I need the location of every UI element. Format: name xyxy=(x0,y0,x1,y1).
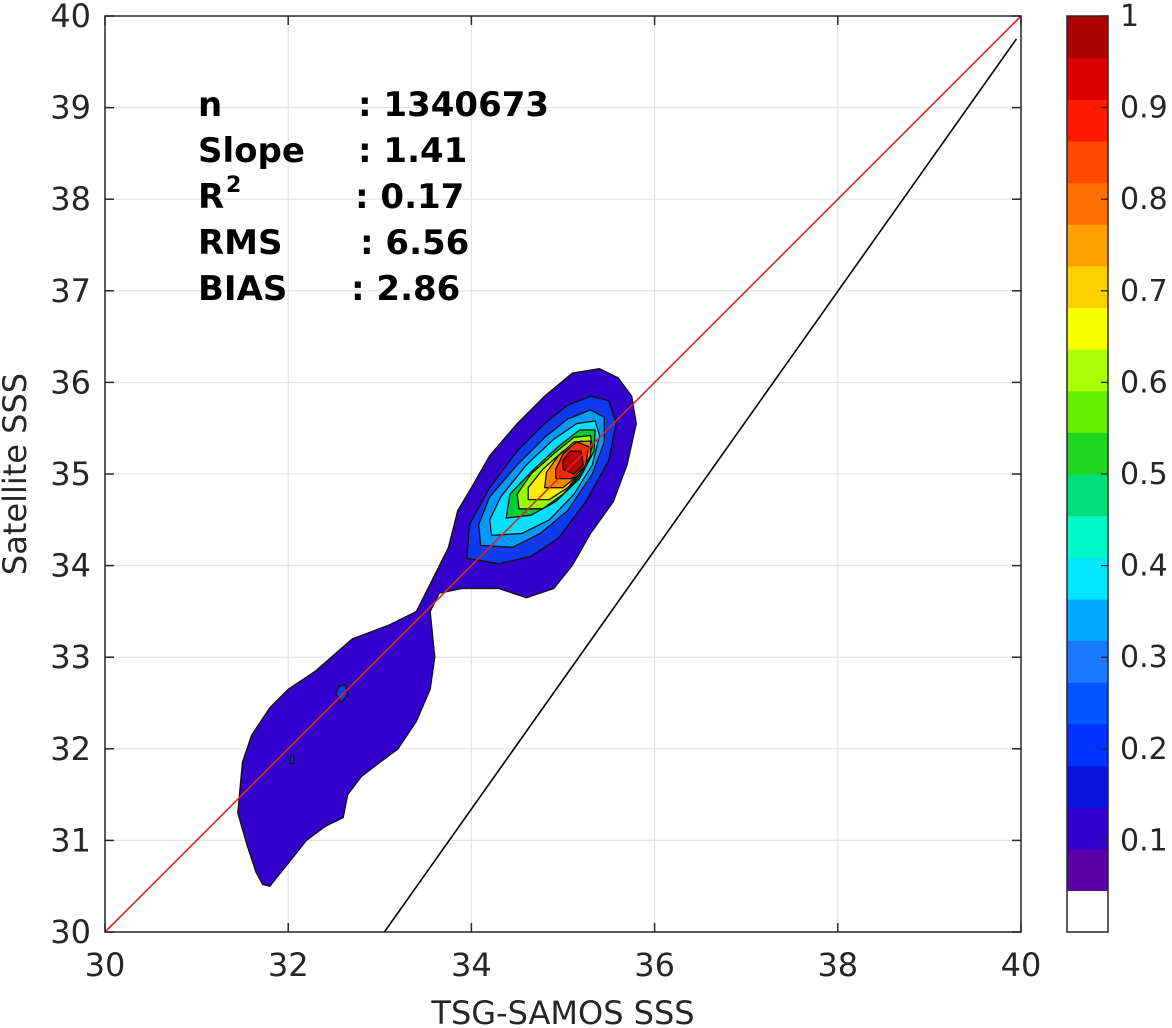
colorbar-tick-label: 0.1 xyxy=(1120,823,1168,858)
stat-key: RMS xyxy=(198,223,283,263)
stat-value: : 1340673 xyxy=(358,85,549,125)
stat-value: : 6.56 xyxy=(360,223,469,263)
y-tick-label: 37 xyxy=(50,272,91,310)
colorbar-tick-label: 0.3 xyxy=(1120,640,1168,675)
stat-superscript: 2 xyxy=(226,173,241,198)
colorbar-swatch xyxy=(1067,890,1108,933)
density-contours xyxy=(237,368,637,887)
colorbar-swatch xyxy=(1067,807,1108,850)
stat-value: : 2.86 xyxy=(351,269,460,309)
x-tick-label: 38 xyxy=(817,946,858,984)
colorbar-swatch xyxy=(1067,390,1108,433)
reference-lines xyxy=(104,15,1022,933)
colorbar-swatch xyxy=(1067,474,1108,517)
colorbar-tick-label: 1 xyxy=(1120,0,1139,34)
colorbar-swatch xyxy=(1067,557,1108,600)
x-tick-label: 32 xyxy=(268,946,309,984)
colorbar-swatch xyxy=(1067,432,1108,475)
colorbar-swatch xyxy=(1067,515,1108,558)
y-tick-label: 36 xyxy=(50,363,91,401)
colorbar-swatch xyxy=(1067,265,1108,309)
colorbar-tick-label: 0.5 xyxy=(1120,457,1168,492)
colorbar-swatch xyxy=(1067,682,1108,725)
y-tick-label: 38 xyxy=(50,180,91,218)
x-tick-label: 36 xyxy=(634,946,675,984)
y-tick-label: 40 xyxy=(50,0,91,35)
y-tick-label: 33 xyxy=(50,638,91,676)
x-axis-label: TSG-SAMOS SSS xyxy=(430,994,694,1028)
stat-key: R xyxy=(198,177,224,217)
colorbar-swatch xyxy=(1067,723,1108,767)
colorbar-swatch xyxy=(1067,848,1108,891)
y-tick-label: 30 xyxy=(50,913,91,951)
colorbar-swatch xyxy=(1067,765,1108,808)
y-tick-label: 31 xyxy=(50,821,91,859)
x-tick-label: 34 xyxy=(451,946,492,984)
colorbar-swatch xyxy=(1067,224,1108,267)
colorbar-swatch xyxy=(1067,598,1108,642)
colorbar-swatch xyxy=(1067,307,1108,350)
colorbar-tick-label: 0.6 xyxy=(1120,365,1168,400)
colorbar-swatch xyxy=(1067,349,1108,392)
colorbar-swatch xyxy=(1067,140,1108,184)
one-to-one-line xyxy=(104,15,1022,933)
stat-key: BIAS xyxy=(198,269,287,309)
colorbar-swatch xyxy=(1067,182,1108,225)
regression-line xyxy=(383,38,1018,933)
colorbar-swatch xyxy=(1067,640,1108,683)
colorbar-tick-label: 0.4 xyxy=(1120,549,1168,584)
y-axis-label: Satellite SSS xyxy=(0,373,34,575)
colorbar-tick-label: 0.7 xyxy=(1120,274,1168,309)
y-tick-label: 39 xyxy=(50,89,91,127)
stats-box: n : 1340673 Slope : 1.41 R 2 : 0.17 RMS : 6.56 BI… xyxy=(198,85,549,309)
stat-value: : 0.17 xyxy=(355,177,464,217)
y-tick-label: 35 xyxy=(50,455,91,493)
x-tick-label: 30 xyxy=(85,946,126,984)
colorbar-tick-label: 0.2 xyxy=(1120,732,1168,767)
y-tick-label: 32 xyxy=(50,730,91,768)
x-tick-label: 40 xyxy=(1001,946,1042,984)
colorbar-swatch xyxy=(1067,57,1108,100)
colorbar-tick-label: 0.8 xyxy=(1120,182,1168,217)
colorbar-tick-label: 0.9 xyxy=(1120,91,1168,126)
colorbar-swatch xyxy=(1067,16,1108,59)
colorbar-swatch xyxy=(1067,99,1108,142)
y-tick-label: 34 xyxy=(50,547,91,585)
stat-key: n xyxy=(198,85,222,125)
axis-ticks: 30 32 34 36 38 40 30 31 32 33 34 35 36 37 38 39 40 xyxy=(50,0,1041,984)
contour-island xyxy=(290,755,295,765)
colorbar: 0.1 0.2 0.3 0.4 0.5 0.6 0.7 0.8 0.9 1 xyxy=(1066,0,1168,933)
stat-value: : 1.41 xyxy=(358,131,467,171)
stat-key: Slope xyxy=(198,131,305,171)
